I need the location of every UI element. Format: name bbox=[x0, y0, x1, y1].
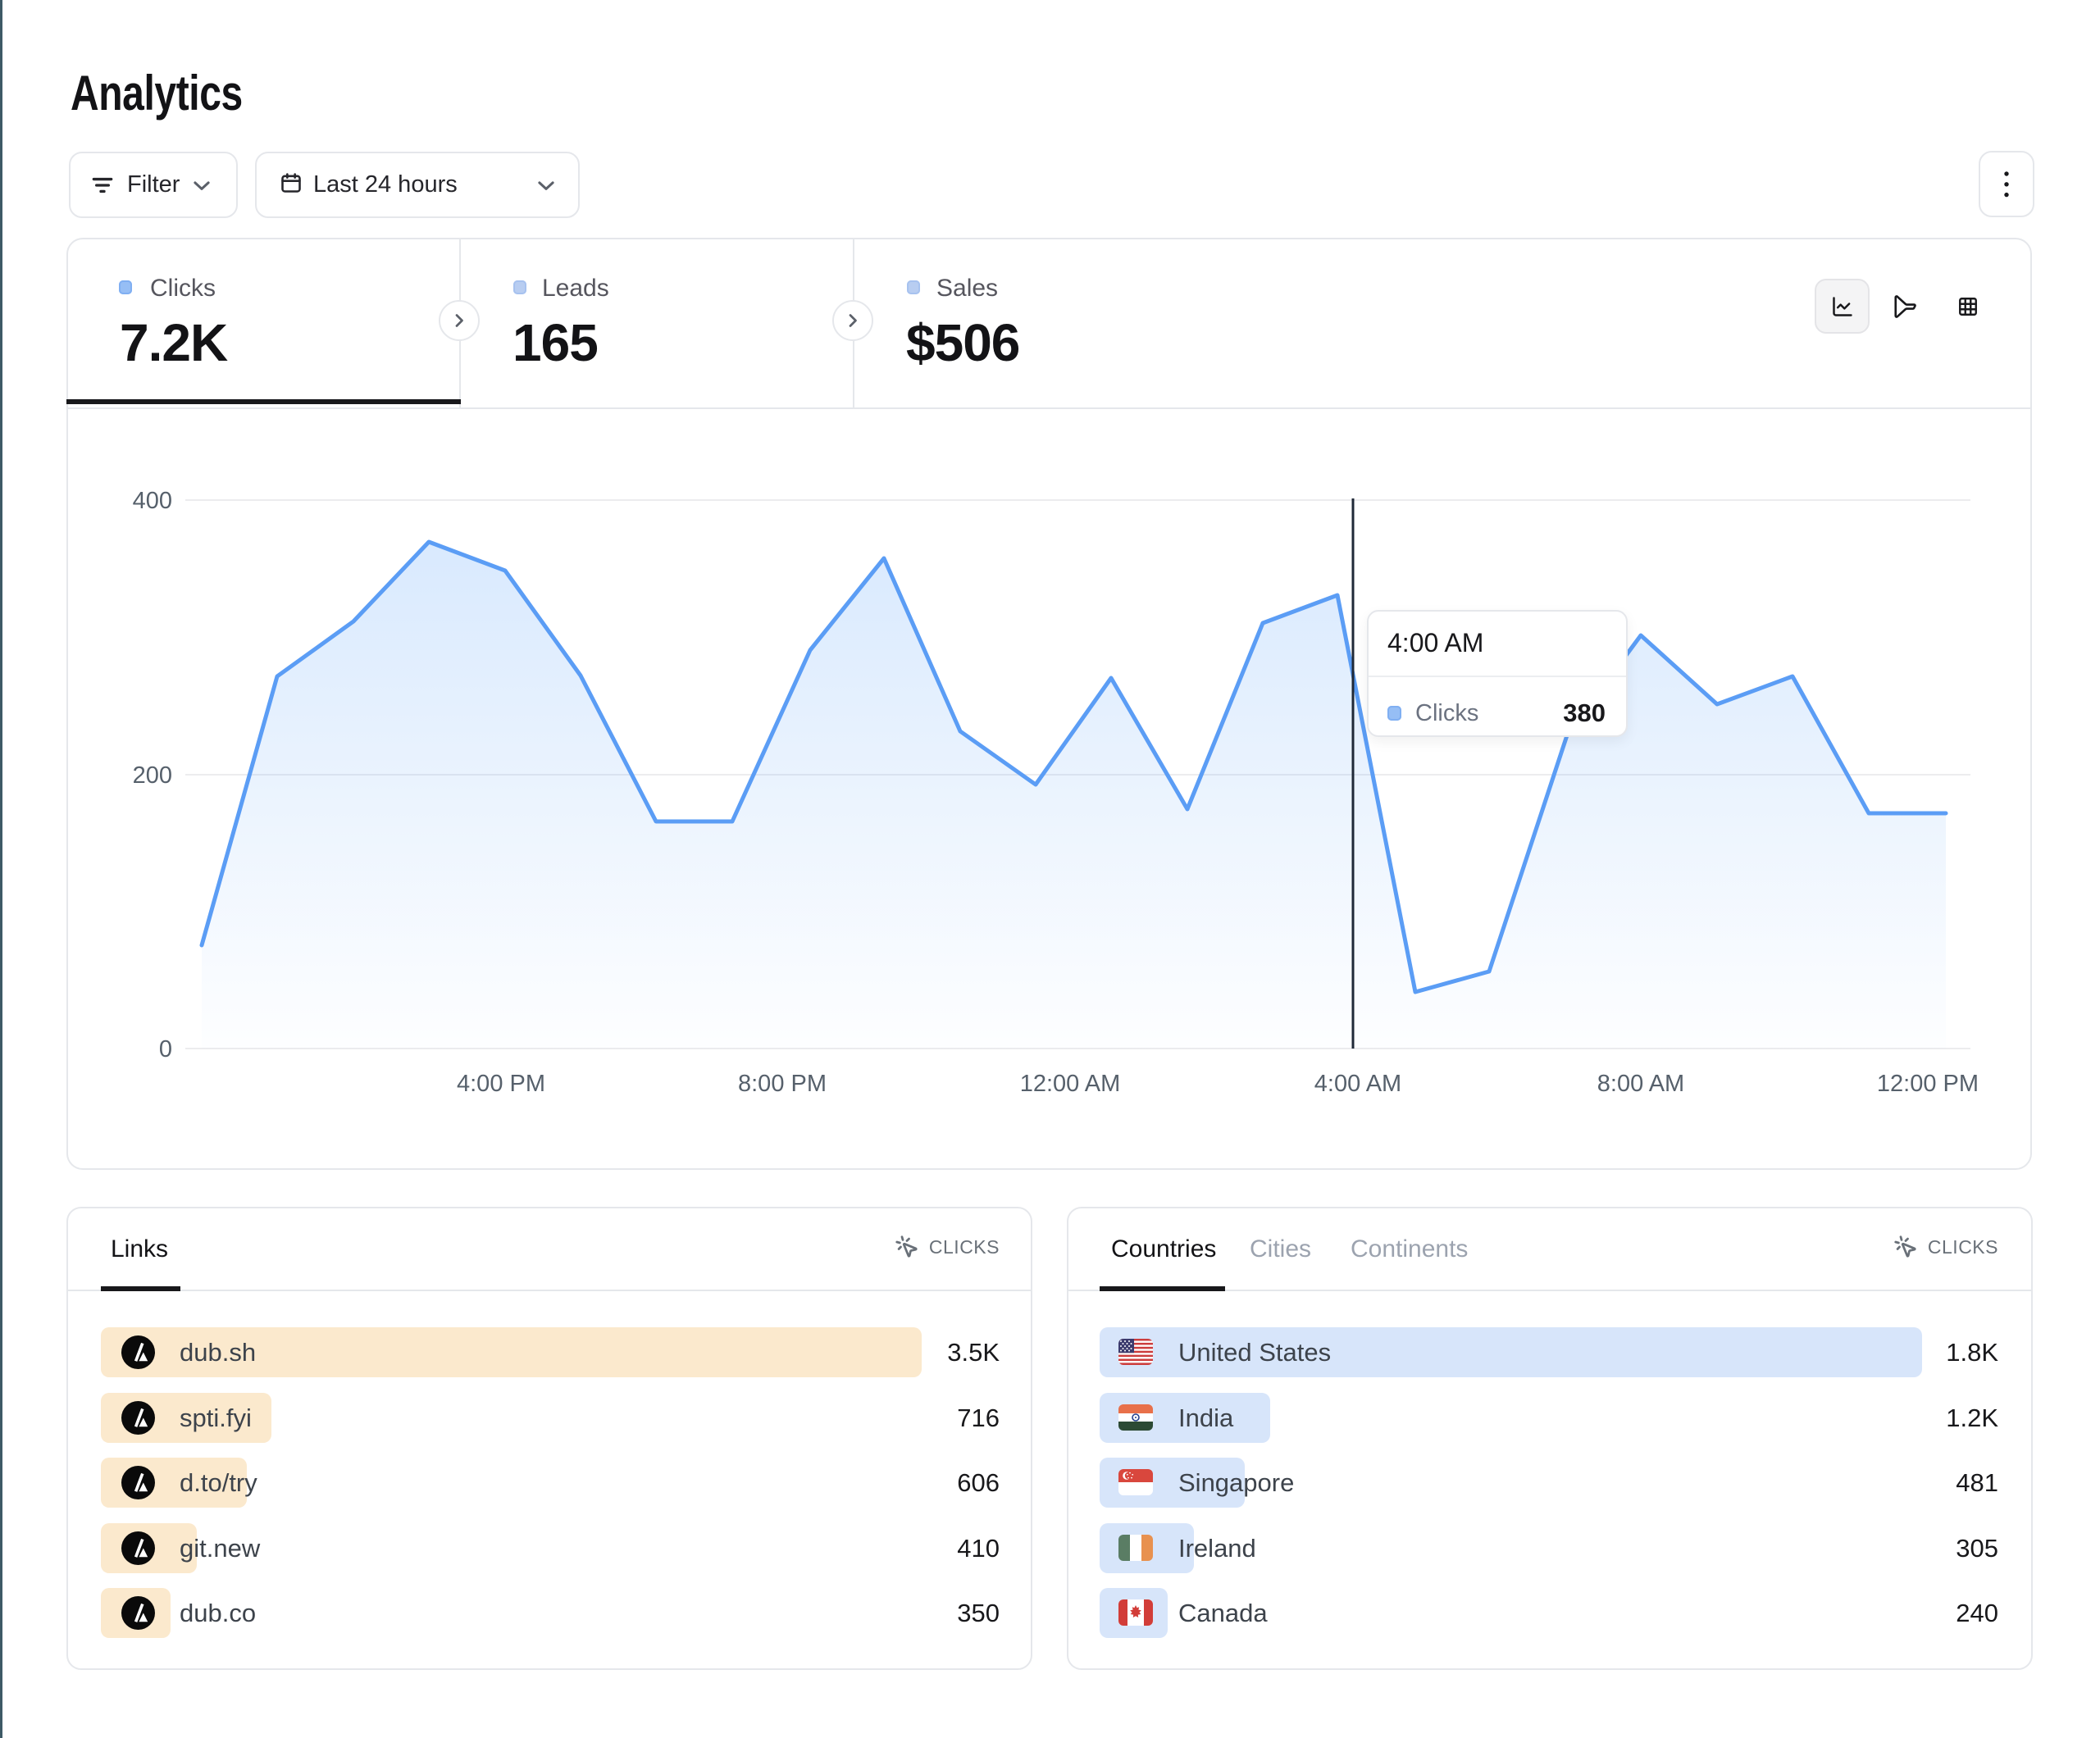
svg-text:12:00 PM: 12:00 PM bbox=[1877, 1071, 1979, 1097]
svg-text:400: 400 bbox=[133, 488, 172, 514]
svg-text:8:00 AM: 8:00 AM bbox=[1597, 1071, 1684, 1097]
svg-text:8:00 PM: 8:00 PM bbox=[738, 1071, 827, 1097]
svg-text:12:00 AM: 12:00 AM bbox=[1020, 1071, 1121, 1097]
svg-text:200: 200 bbox=[133, 762, 172, 789]
svg-text:4:00 AM: 4:00 AM bbox=[1314, 1071, 1401, 1097]
svg-text:0: 0 bbox=[159, 1036, 172, 1062]
svg-text:4:00 PM: 4:00 PM bbox=[457, 1071, 545, 1097]
